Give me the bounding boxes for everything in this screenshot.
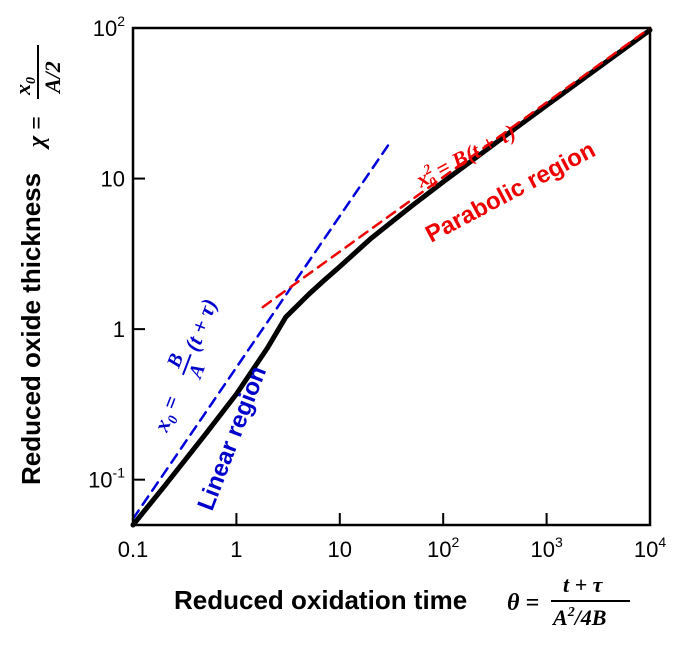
theta-definition: θ = t + τ A2/4B [507,572,630,630]
y-tick-label: 10-1 [88,465,125,493]
x-axis-title: Reduced oxidation time [174,585,467,615]
svg-text:A2/4B: A2/4B [551,605,606,630]
svg-text:A/2: A/2 [40,61,65,95]
y-tick-label: 102 [93,13,125,41]
y-tick-label: 1 [113,317,125,342]
series-line-2 [261,26,652,309]
x-tick-label: 103 [530,534,562,562]
svg-text:x0: x0 [10,77,39,96]
y-axis-title: Reduced oxide thickness [16,173,46,485]
ticks-layer: 0.1 1 10 102 103 104 10-1 1 10 102 [88,13,666,562]
svg-text:A: A [184,361,210,383]
chi-definition: χ = x0 A/2 [10,45,65,150]
x-tick-label: 10 [328,537,352,562]
data-layer [130,26,653,528]
svg-text:t + τ: t + τ [563,572,604,597]
x-tick-label: 1 [230,537,242,562]
plot-frame [131,26,652,527]
svg-text:χ =: χ = [24,116,50,150]
x-tick-label: 102 [427,534,459,562]
svg-text:θ =: θ = [507,590,539,616]
series-line-0 [130,27,653,528]
y-axis-title-group: Reduced oxide thickness [16,173,46,485]
x-tick-label: 104 [634,534,666,562]
y-tick-label: 10 [101,167,125,192]
svg-text:(t + τ): (t + τ) [179,295,222,354]
svg-text:x0 =: x0 = [148,392,188,437]
series-line-1 [131,142,391,521]
x-tick-label: 0.1 [118,537,149,562]
